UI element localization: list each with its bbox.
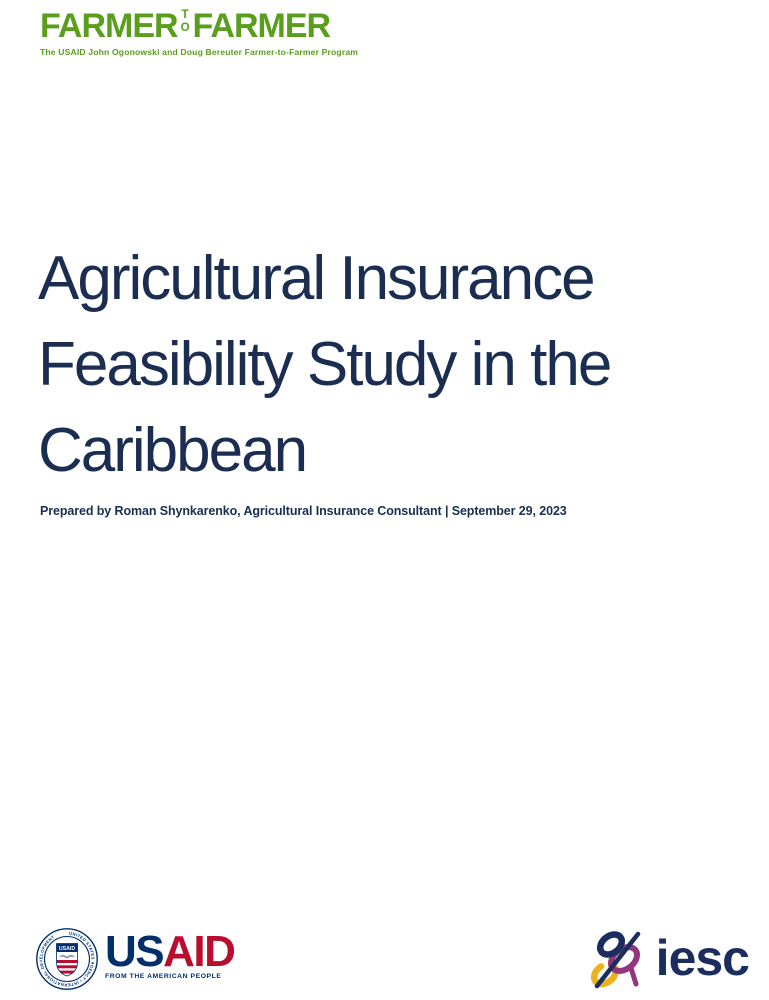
f2f-word-second: FARMER [192, 7, 332, 45]
farmer-to-farmer-logo: FARMER T O FARMER The USAID John Ogonows… [40, 9, 358, 57]
svg-text:USAID: USAID [59, 946, 75, 952]
title-line-3: Caribbean [38, 416, 308, 485]
iesc-wordmark: iesc [655, 929, 750, 986]
title-line-1: Agricultural Insurance [38, 244, 596, 313]
usaid-wordmark: USAID FROM THE AMERICAN PEOPLE [105, 927, 236, 981]
iesc-logo: iesc [589, 929, 750, 990]
usaid-tagline: FROM THE AMERICAN PEOPLE [105, 973, 222, 980]
f2f-tagline: The USAID John Ogonowski and Doug Bereut… [40, 47, 359, 57]
usaid-seal-icon: UNITED STATES AGENCY • INTERNATIONAL DEV… [36, 928, 98, 990]
usaid-word-aid: AID [163, 927, 236, 976]
byline: Prepared by Roman Shynkarenko, Agricultu… [40, 504, 567, 518]
title-line-2: Feasibility Study in the [38, 330, 612, 399]
usaid-logo: UNITED STATES AGENCY • INTERNATIONAL DEV… [36, 927, 236, 990]
iesc-mark-icon [590, 931, 640, 989]
document-title: Agricultural Insurance Feasibility Study… [38, 236, 612, 494]
f2f-to-connector: T O [180, 9, 190, 34]
f2f-word-first: FARMER [40, 7, 179, 45]
usaid-word-us: US [105, 927, 165, 976]
farmer-to-farmer-wordmark: FARMER T O FARMER [40, 9, 358, 43]
